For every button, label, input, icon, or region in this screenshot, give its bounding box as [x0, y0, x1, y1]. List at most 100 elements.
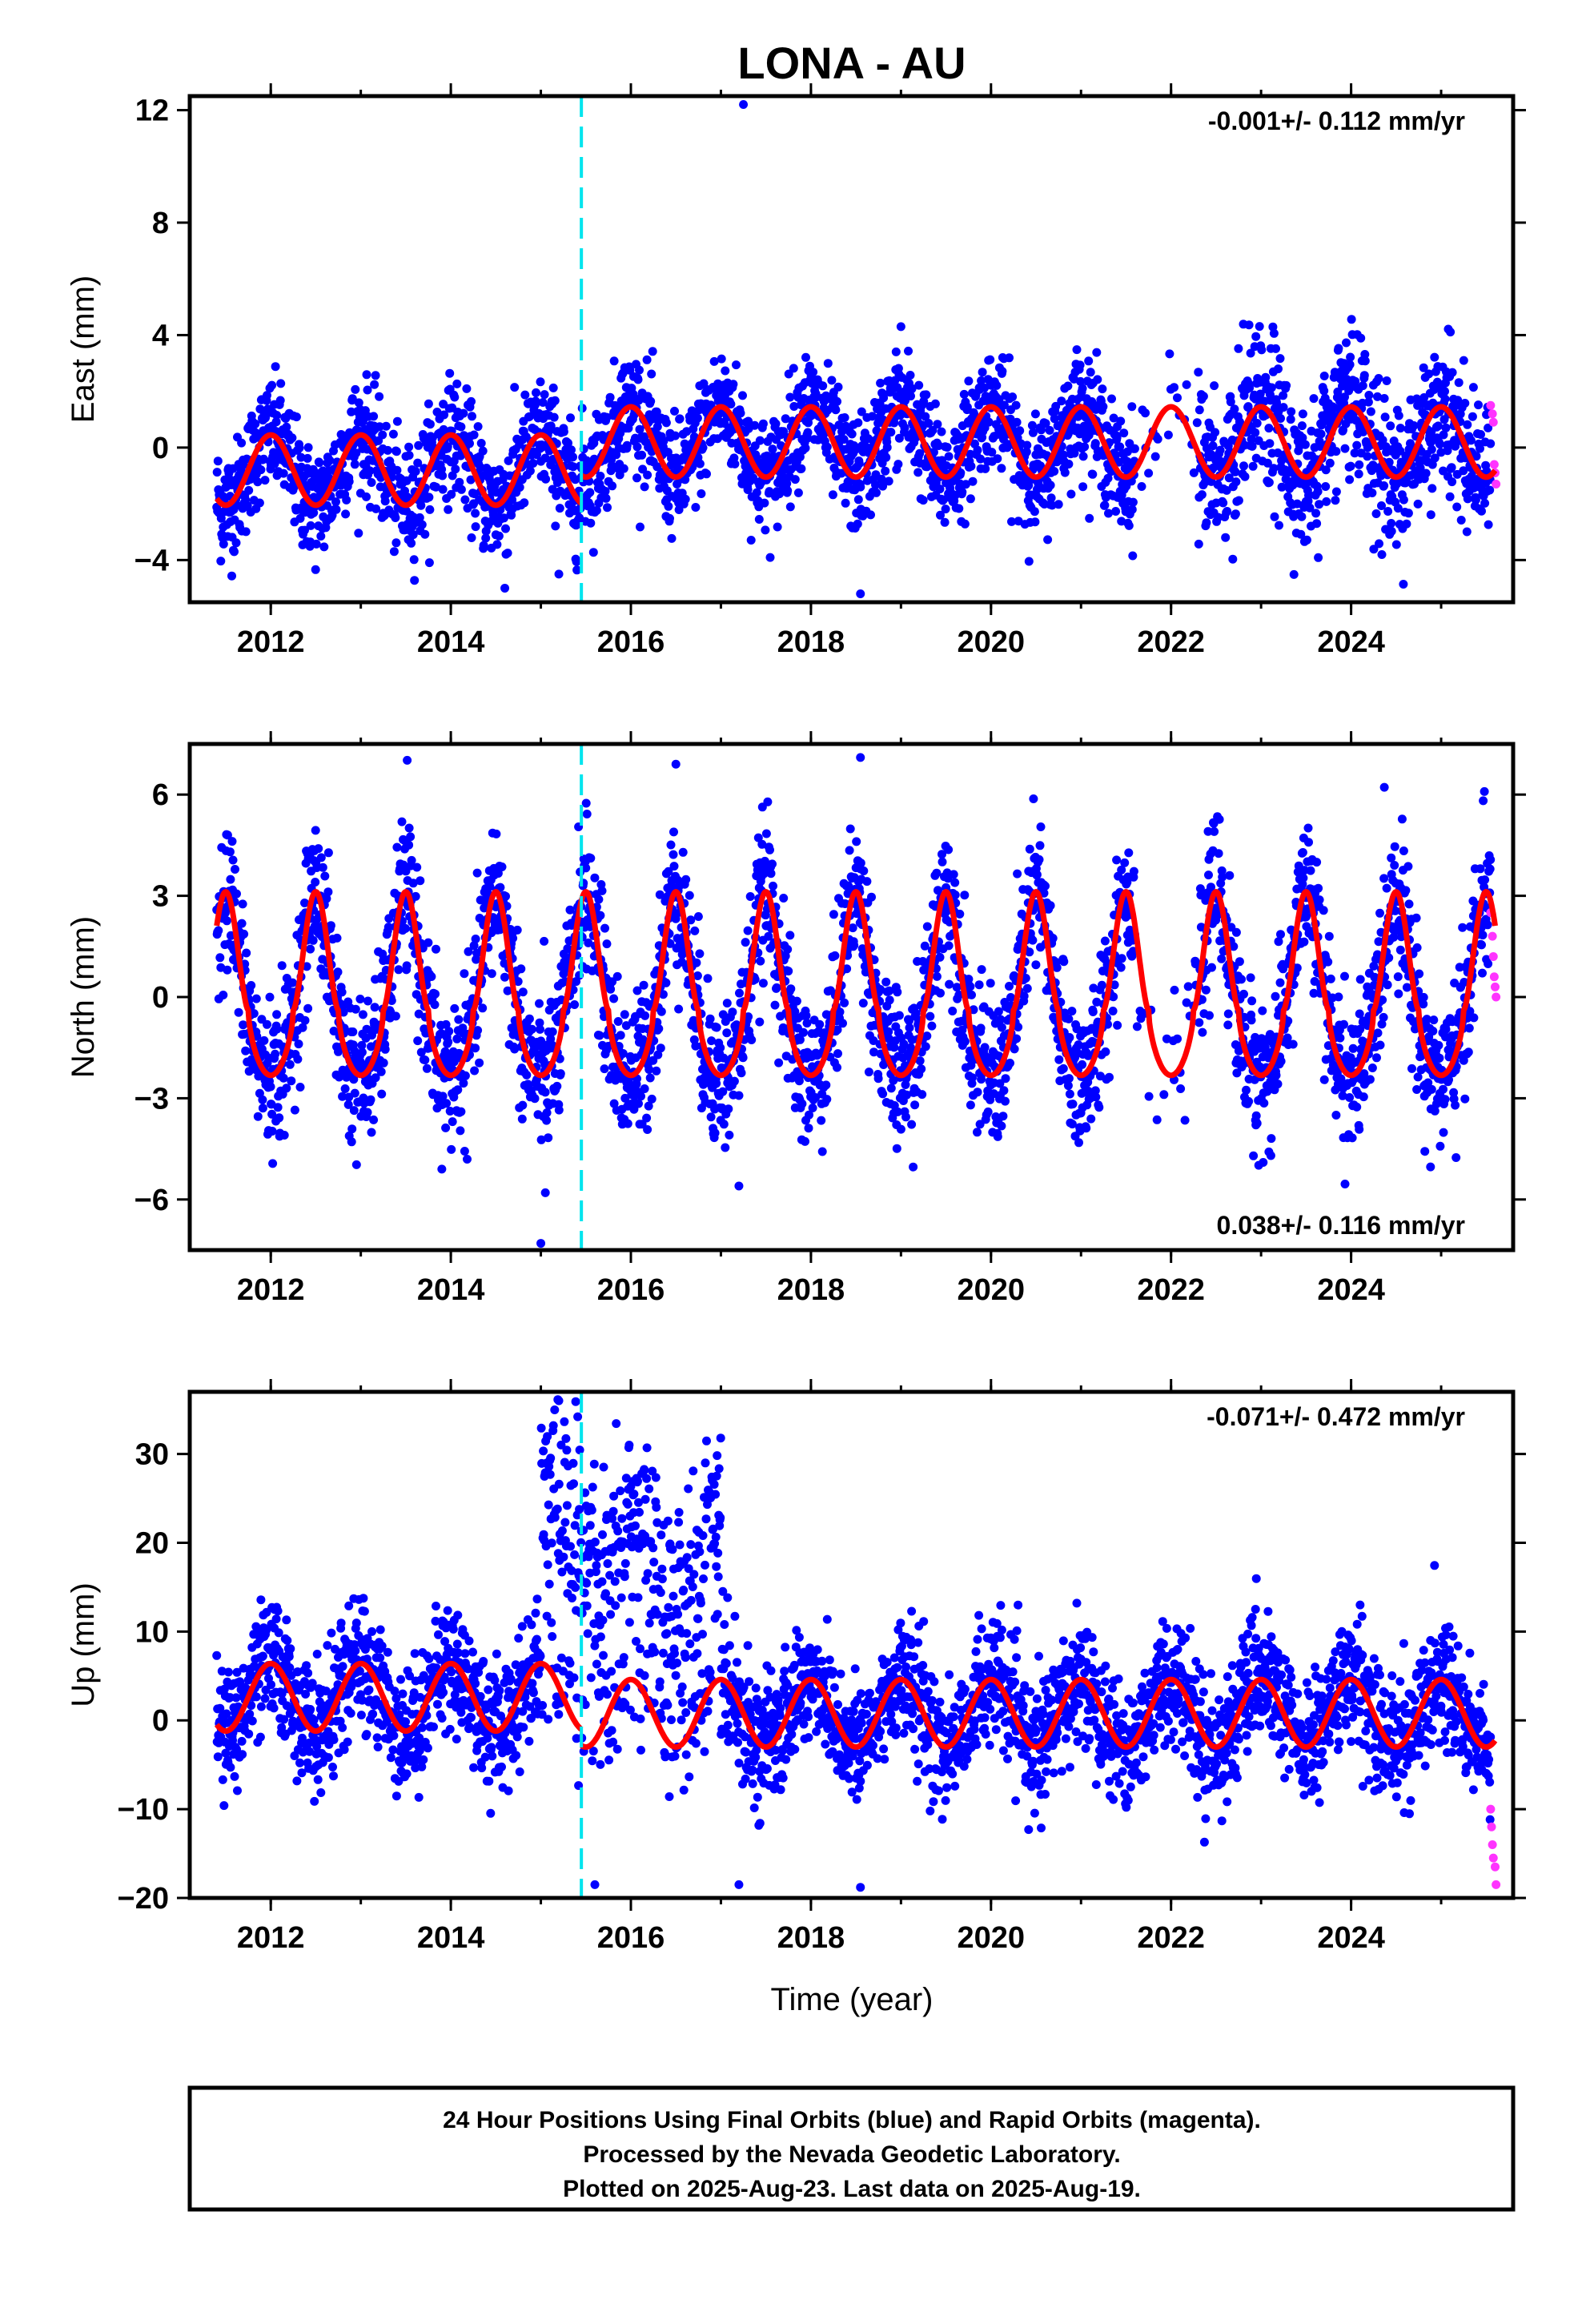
final-orbit-point: [555, 504, 564, 513]
final-orbit-point: [268, 1159, 278, 1168]
final-orbit-point: [1409, 421, 1419, 430]
final-orbit-point: [1246, 348, 1255, 358]
final-orbit-point: [448, 471, 457, 480]
final-orbit-point: [438, 471, 448, 480]
final-orbit-point: [1214, 513, 1223, 522]
final-orbit-point: [1008, 392, 1018, 402]
final-orbit-point: [1350, 448, 1359, 458]
final-orbit-point: [848, 923, 857, 933]
final-orbit-point: [1075, 429, 1085, 439]
final-orbit-point: [548, 485, 557, 494]
final-orbit-point: [1325, 458, 1335, 468]
final-orbit-point: [901, 1112, 910, 1122]
final-orbit-point: [881, 466, 890, 476]
final-orbit-point: [351, 448, 361, 458]
final-orbit-point: [710, 1128, 720, 1138]
final-orbit-point: [1107, 394, 1116, 404]
final-orbit-point: [935, 485, 945, 494]
final-orbit-point: [1364, 391, 1374, 400]
final-orbit-point: [357, 1040, 367, 1050]
final-orbit-point: [801, 1011, 811, 1020]
final-orbit-point: [276, 379, 286, 388]
final-orbit-point: [350, 460, 359, 469]
final-orbit-point: [755, 436, 765, 445]
final-orbit-point: [732, 360, 741, 370]
final-orbit-point: [738, 1053, 748, 1063]
final-orbit-point: [438, 485, 448, 494]
final-orbit-point: [392, 842, 402, 852]
final-orbit-point: [847, 429, 857, 439]
final-orbit-point: [1297, 512, 1307, 521]
final-orbit-point: [922, 922, 932, 931]
final-orbit-point: [922, 1031, 932, 1041]
final-orbit-point: [448, 1117, 457, 1127]
final-orbit-point: [658, 990, 668, 999]
final-orbit-point: [1477, 506, 1486, 516]
final-orbit-point: [1116, 416, 1126, 426]
final-orbit-point: [354, 529, 363, 538]
final-orbit-point: [960, 1037, 970, 1046]
final-orbit-point: [392, 416, 402, 426]
final-orbit-point: [333, 967, 343, 977]
final-orbit-point: [1356, 333, 1366, 343]
final-orbit-point: [319, 542, 329, 552]
final-orbit-point: [602, 939, 612, 949]
final-orbit-point: [1345, 360, 1355, 369]
final-orbit-point: [765, 845, 774, 854]
final-orbit-point: [263, 1019, 271, 1029]
final-orbit-point: [885, 995, 894, 1005]
final-orbit-point: [528, 459, 538, 468]
final-orbit-point: [295, 1083, 305, 1092]
final-orbit-point: [769, 881, 777, 891]
y-tick-label: −4: [135, 544, 169, 577]
final-orbit-point: [468, 412, 476, 421]
final-orbit-point: [944, 845, 954, 854]
rapid-orbit-points: [1486, 400, 1501, 489]
final-orbit-point: [444, 505, 453, 514]
final-orbit-point: [492, 540, 502, 549]
final-orbit-point: [1302, 535, 1311, 545]
final-orbit-point: [376, 1067, 386, 1076]
final-orbit-point: [453, 1085, 463, 1095]
final-orbit-point: [348, 1027, 358, 1036]
final-orbit-point: [323, 848, 333, 858]
final-orbit-point: [1354, 469, 1363, 479]
final-orbit-point: [1355, 460, 1364, 469]
final-orbit-point: [906, 392, 915, 401]
final-orbit-point: [962, 402, 972, 412]
final-orbit-point: [1379, 481, 1389, 490]
final-orbit-point: [804, 1124, 813, 1133]
final-orbit-point: [1424, 369, 1434, 379]
final-orbit-point: [1331, 487, 1341, 497]
final-orbit-point: [799, 1027, 808, 1037]
final-orbit-point: [911, 1008, 921, 1018]
final-orbit-point: [467, 533, 476, 542]
final-orbit-point: [219, 539, 228, 549]
final-orbit-point: [691, 1041, 701, 1051]
final-orbit-point: [441, 1019, 451, 1029]
final-orbit-point: [467, 396, 476, 406]
final-orbit-point: [432, 944, 440, 954]
final-orbit-point: [741, 938, 750, 947]
final-orbit-point: [266, 1082, 275, 1092]
final-orbit-point: [904, 346, 913, 356]
final-orbit-point: [1415, 463, 1425, 472]
final-orbit-point: [473, 1026, 483, 1035]
final-orbit-point: [463, 1155, 472, 1164]
final-orbit-point: [1331, 496, 1340, 505]
final-orbit-point: [637, 450, 647, 460]
final-orbit-point: [1316, 429, 1326, 439]
final-orbit-point: [314, 844, 323, 854]
final-orbit-point: [869, 1047, 878, 1057]
final-orbit-point: [873, 1074, 883, 1084]
final-orbit-point: [1109, 413, 1118, 423]
final-orbit-point: [1015, 426, 1025, 436]
final-orbit-point: [316, 853, 326, 862]
final-orbit-point: [902, 1090, 911, 1100]
final-orbit-point: [404, 840, 414, 850]
final-orbit-point: [239, 1020, 248, 1030]
final-orbit-point: [425, 505, 435, 514]
final-orbit-point: [404, 442, 414, 452]
final-orbit-point: [510, 383, 520, 392]
final-orbit-point: [1144, 468, 1154, 478]
